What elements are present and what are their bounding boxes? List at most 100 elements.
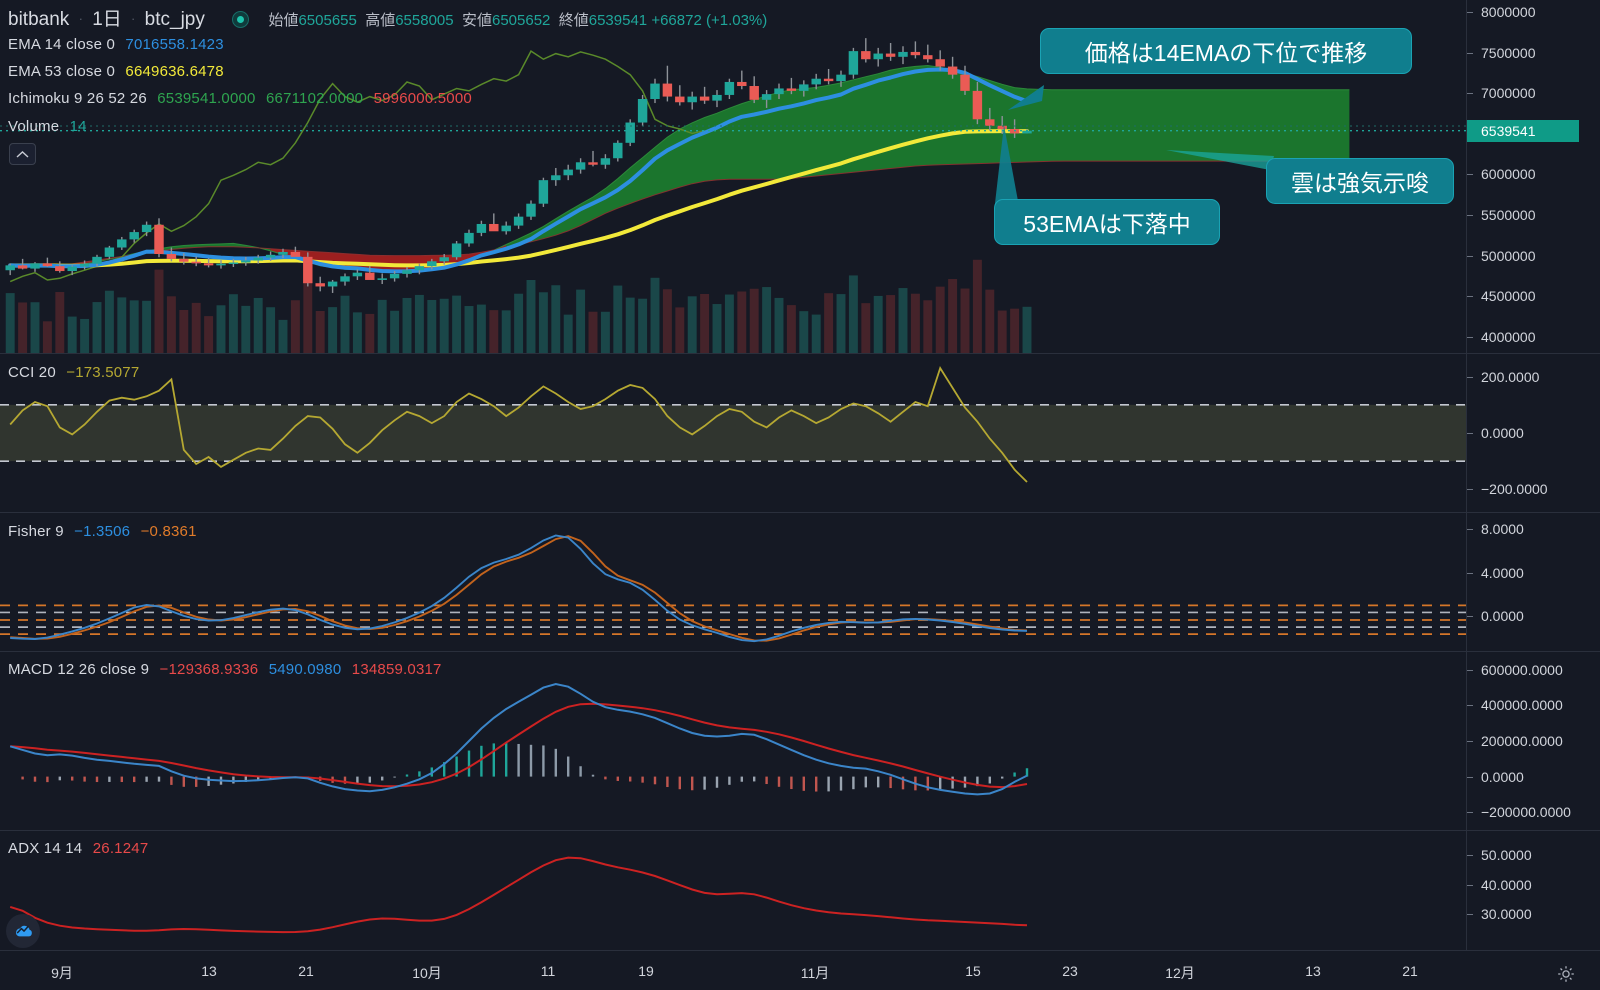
legend-ema53-value: 6649636.6478: [125, 63, 224, 80]
annotation-price-below-ema14[interactable]: 価格は14EMAの下位で推移: [1040, 28, 1412, 74]
legend-ema14[interactable]: EMA 14 close 0 7016558.1423: [8, 36, 224, 53]
collapse-pane-button[interactable]: [9, 143, 36, 165]
axis-tick: 8000000: [1467, 4, 1536, 20]
annotation-tail-3: [1166, 150, 1274, 170]
axis-tick: 400000.0000: [1467, 697, 1563, 713]
macd-panel[interactable]: [0, 652, 1600, 830]
interval-label[interactable]: 1日: [92, 9, 122, 30]
legend-cci[interactable]: CCI 20 −173.5077: [8, 364, 139, 381]
time-tick: 11月: [800, 965, 830, 981]
time-tick: 12月: [1165, 965, 1195, 981]
symbol-label[interactable]: btc_jpy: [144, 9, 205, 30]
annotation-cloud-bullish[interactable]: 雲は強気示唆: [1266, 158, 1454, 204]
legend-fisher-title: Fisher 9: [8, 523, 64, 540]
annotation-cloud-bullish-text: 雲は強気示唆: [1291, 170, 1429, 196]
time-tick: 13: [1305, 963, 1321, 979]
exchange-label[interactable]: bitbank: [8, 9, 70, 30]
cci-panel[interactable]: [0, 354, 1600, 512]
axis-tick: 30.0000: [1467, 906, 1532, 922]
time-tick: 21: [298, 963, 314, 979]
time-tick: 9月: [51, 965, 73, 981]
legend-macd-title: MACD 12 26 close 9: [8, 661, 150, 678]
axis-tick: 5000000: [1467, 248, 1536, 264]
price-plot-area[interactable]: [0, 0, 1466, 353]
annotation-price-below-ema14-text: 価格は14EMAの下位で推移: [1084, 40, 1368, 66]
fisher-axis[interactable]: 0.0000 4.0000 8.0000: [1466, 513, 1600, 651]
price-panel[interactable]: [0, 0, 1600, 353]
axis-tick: 50.0000: [1467, 847, 1532, 863]
axis-tick: 40.0000: [1467, 877, 1532, 893]
legend-ichimoku[interactable]: Ichimoku 9 26 52 26 6539541.0000 6671102…: [8, 90, 472, 107]
legend-macd-v3: 134859.0317: [351, 661, 442, 678]
legend-macd-v2: 5490.0980: [268, 661, 342, 678]
adx-panel[interactable]: [0, 831, 1600, 950]
change-percent: (+1.03%): [705, 12, 768, 29]
axis-tick: 7500000: [1467, 45, 1536, 61]
chevron-up-icon: [16, 150, 29, 158]
annotation-ema53-falling[interactable]: 53EMAは下落中: [994, 199, 1220, 245]
separator-cci: [0, 353, 1600, 354]
time-tick: 23: [1062, 963, 1078, 979]
macd-axis[interactable]: −200000.0000 0.0000 200000.0000 400000.0000…: [1466, 652, 1600, 830]
separator-macd: [0, 651, 1600, 652]
time-tick: 13: [201, 963, 217, 979]
legend-macd-v1: −129368.9336: [159, 661, 259, 678]
cci-plot-area[interactable]: [0, 354, 1466, 512]
legend-adx-title: ADX 14 14: [8, 840, 83, 857]
annotation-tail-1: [1008, 85, 1044, 110]
annotation-ema53-falling-text: 53EMAは下落中: [1023, 211, 1191, 237]
high-label: 高値: [365, 12, 396, 29]
adx-axis[interactable]: 30.0000 40.0000 50.0000: [1466, 831, 1600, 950]
header-separator-2: ·: [131, 11, 136, 26]
legend-ema53[interactable]: EMA 53 close 0 6649636.6478: [8, 63, 224, 80]
time-axis[interactable]: 9月 13 21 10月 11 19 11月 15 23 12月 13 21: [0, 950, 1600, 990]
cci-axis[interactable]: −200.0000 0.0000 200.0000: [1466, 354, 1600, 512]
close-label: 終値: [558, 12, 589, 29]
open-label: 始値: [268, 12, 299, 29]
axis-tick: 0.0000: [1467, 608, 1524, 624]
gear-glyph: [1558, 966, 1574, 982]
fisher-plot-area[interactable]: [0, 513, 1466, 651]
annotation-tail-2: [994, 125, 1020, 212]
axis-tick: 200.0000: [1467, 369, 1539, 385]
legend-ichimoku-v1: 6539541.0000: [157, 90, 256, 107]
axis-tick: 4.0000: [1467, 565, 1524, 581]
separator-fisher: [0, 512, 1600, 513]
change-value: +66872: [651, 12, 702, 29]
time-tick: 10月: [412, 965, 442, 981]
legend-ichimoku-title: Ichimoku 9 26 52 26: [8, 90, 147, 107]
legend-cci-title: CCI 20: [8, 364, 56, 381]
legend-ema14-title: EMA 14 close 0: [8, 36, 116, 53]
time-tick: 19: [638, 963, 654, 979]
legend-volume[interactable]: Volume 14: [8, 118, 87, 135]
time-tick: 15: [965, 963, 981, 979]
adx-plot-area[interactable]: [0, 831, 1466, 950]
legend-adx[interactable]: ADX 14 14 26.1247: [8, 840, 148, 857]
logo-glyph: [15, 925, 32, 937]
close-value: 6539541: [588, 12, 648, 29]
separator-adx: [0, 830, 1600, 831]
high-value: 6558005: [395, 12, 454, 29]
axis-tick: 7000000: [1467, 85, 1536, 101]
gear-icon[interactable]: [1556, 964, 1576, 984]
time-tick: 21: [1402, 963, 1418, 979]
legend-volume-title: Volume: [8, 118, 60, 135]
legend-macd[interactable]: MACD 12 26 close 9 −129368.9336 5490.098…: [8, 661, 442, 678]
legend-cci-value: −173.5077: [66, 364, 140, 381]
legend-ema53-title: EMA 53 close 0: [8, 63, 116, 80]
chart-header: bitbank · 1日 · btc_jpy 始値6505655 高値65580…: [8, 4, 767, 31]
legend-volume-value: 14: [69, 118, 87, 135]
axis-tick: 8.0000: [1467, 521, 1524, 537]
open-value: 6505655: [298, 12, 357, 29]
macd-plot-area[interactable]: [0, 652, 1466, 830]
circle-dot-icon: [232, 11, 250, 28]
tradingview-logo-icon[interactable]: [6, 914, 40, 948]
axis-tick: −200.0000: [1467, 481, 1548, 497]
fisher-panel[interactable]: [0, 513, 1600, 651]
axis-tick: 4500000: [1467, 288, 1536, 304]
price-axis[interactable]: 4000000 4500000 5000000 5500000 6000000 70000…: [1466, 0, 1600, 353]
legend-ichimoku-v2: 6671102.0000: [265, 90, 364, 107]
axis-tick: 0.0000: [1467, 425, 1524, 441]
legend-fisher[interactable]: Fisher 9 −1.3506 −0.8361: [8, 523, 197, 540]
